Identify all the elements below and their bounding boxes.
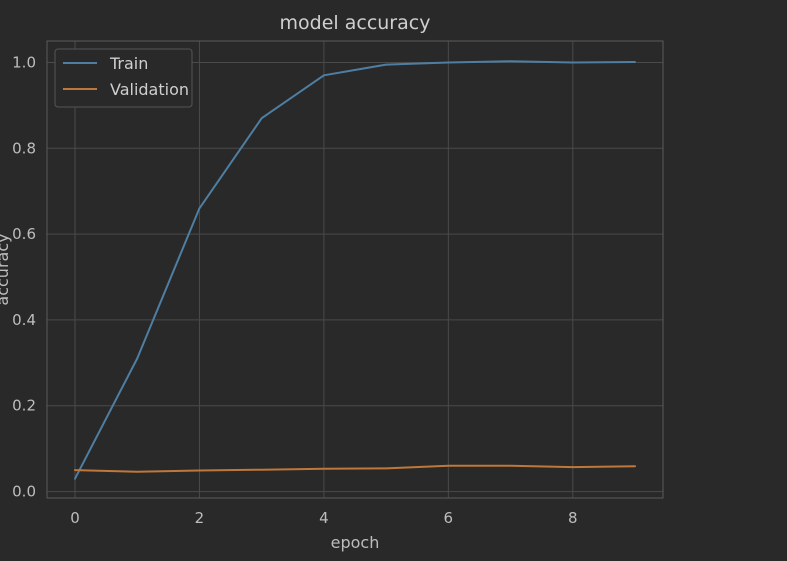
- series-line-train: [74, 60, 636, 480]
- chart-title: model accuracy: [280, 12, 431, 34]
- x-tick-label: 0: [70, 509, 80, 527]
- axes-frame: [46, 40, 664, 499]
- legend: Train Validation: [54, 48, 193, 108]
- y-tick-label: 0.6: [12, 225, 36, 243]
- series-line-validation: [74, 464, 636, 473]
- x-tick-label: 8: [568, 509, 578, 527]
- y-tick-label: 0.8: [12, 139, 36, 157]
- y-tick-label: 0.0: [12, 483, 36, 501]
- x-tick-label: 6: [444, 509, 454, 527]
- y-tick-label: 0.4: [12, 311, 36, 329]
- y-ticks: 0.0 0.2 0.4 0.6 0.8 1.0: [12, 53, 36, 500]
- legend-label-train: Train: [109, 54, 148, 73]
- x-tick-label: 2: [195, 509, 205, 527]
- y-tick-label: 0.2: [12, 397, 36, 415]
- legend-label-validation: Validation: [110, 80, 189, 99]
- y-tick-label: 1.0: [12, 53, 36, 71]
- x-ticks: 0 2 4 6 8: [70, 509, 577, 527]
- x-tick-label: 4: [319, 509, 329, 527]
- x-axis-label: epoch: [331, 533, 380, 552]
- y-axis-label: accuracy: [0, 233, 12, 305]
- series-layer: [74, 60, 636, 480]
